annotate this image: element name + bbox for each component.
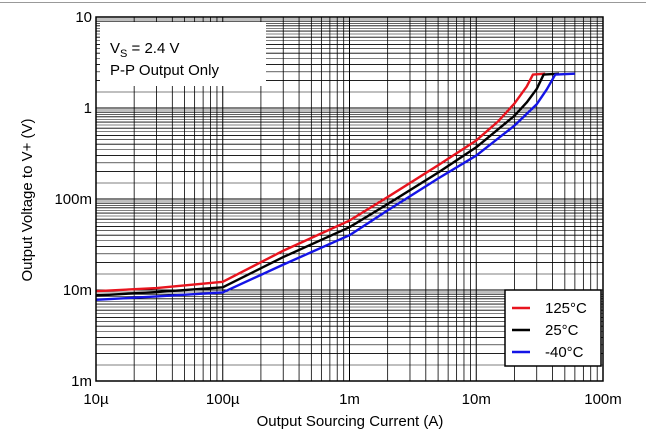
x-tick-label-4: 100m — [584, 391, 622, 408]
x-tick-label-2: 1m — [339, 391, 360, 408]
legend-box — [504, 289, 602, 367]
x-tick-label-1: 100µ — [206, 391, 240, 408]
series-line-1 — [95, 72, 560, 297]
grid — [95, 17, 603, 382]
y-tick-labels: 1m 10m 100m 1 10 — [54, 9, 92, 390]
series-lines — [95, 72, 575, 302]
legend-label-2: -40°C — [545, 344, 584, 361]
legend-label-0: 125°C — [545, 300, 587, 317]
series-line-0 — [95, 72, 546, 293]
y-axis-title: Output Voltage to V+ (V) — [19, 118, 36, 281]
annotation-box: VS = 2.4 V P-P Output Only — [100, 22, 266, 86]
x-tick-label-3: 10m — [462, 391, 491, 408]
annotation-line-2: P-P Output Only — [110, 62, 219, 79]
y-tick-label-4: 10 — [75, 9, 92, 26]
y-tick-label-0: 1m — [71, 373, 92, 390]
y-tick-label-1: 10m — [63, 282, 92, 299]
series-line-2 — [95, 72, 575, 302]
annotation-background — [100, 22, 266, 86]
x-tick-labels: 10µ 100µ 1m 10m 100m — [83, 391, 621, 408]
top-rule — [0, 2, 646, 3]
y-tick-label-3: 1 — [84, 100, 92, 117]
legend-label-1: 25°C — [545, 322, 579, 339]
legend: 125°C 25°C -40°C — [504, 289, 602, 367]
x-tick-label-0: 10µ — [83, 391, 109, 408]
x-axis-title: Output Sourcing Current (A) — [257, 413, 444, 430]
y-tick-label-2: 100m — [54, 191, 92, 208]
plot-border — [95, 16, 604, 382]
annotation-line-1: VS = 2.4 V — [110, 40, 179, 60]
